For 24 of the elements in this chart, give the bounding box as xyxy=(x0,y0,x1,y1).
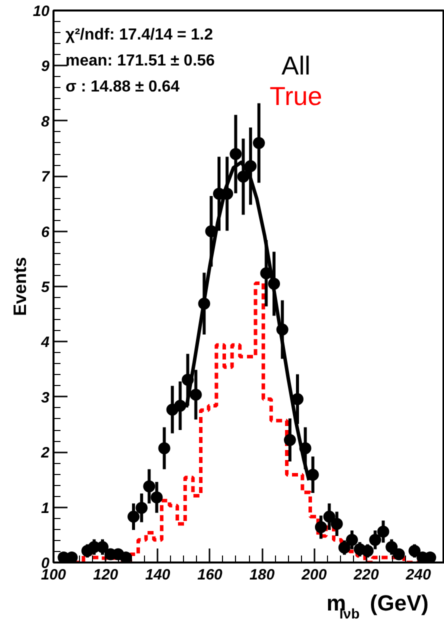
text: All xyxy=(281,50,310,81)
y-tick-label: 8 xyxy=(41,113,50,130)
annotation: mean: 171.51 ± 0.56 xyxy=(66,52,215,70)
y-tick-label: 10 xyxy=(32,3,50,20)
annotation: σ : 14.88 ± 0.64 xyxy=(66,78,180,96)
y-tick-label: 9 xyxy=(41,58,50,76)
y-tick-label: 4 xyxy=(40,334,50,352)
x-axis-title: mlνb (GeV) xyxy=(326,590,429,621)
x-tick-label: 240 xyxy=(404,566,432,584)
text: True xyxy=(270,81,322,112)
y-tick-label: 5 xyxy=(41,279,50,296)
y-tick-label: 1 xyxy=(41,500,50,517)
x-tick-label: 140 xyxy=(145,566,171,584)
y-tick-label: 6 xyxy=(41,224,50,241)
y-tick-label: 3 xyxy=(41,389,50,406)
x-tick-label: 200 xyxy=(300,566,328,584)
x-tick-label: 180 xyxy=(250,566,276,584)
y-tick-label: 2 xyxy=(40,444,50,462)
x-tick-label: 160 xyxy=(197,566,224,584)
y-axis-title: Events xyxy=(10,256,30,316)
x-tick-label: 120 xyxy=(93,566,119,584)
x-tick-label: 220 xyxy=(352,566,380,584)
y-tick-label: 7 xyxy=(41,168,50,186)
annotation: χ²/ndf: 17.4/14 = 1.2 xyxy=(66,26,214,44)
